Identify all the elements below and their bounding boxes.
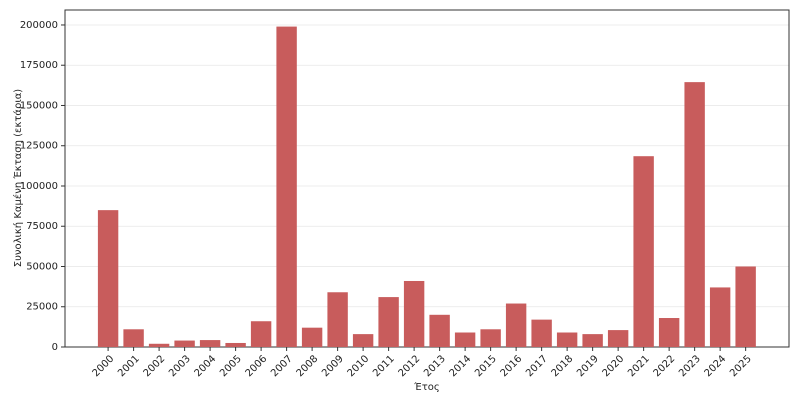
y-tick-label: 200000 — [20, 20, 58, 31]
x-tick-label: 2002 — [142, 353, 168, 379]
x-tick-label: 2022 — [652, 353, 678, 379]
bar — [607, 330, 629, 347]
bar — [199, 340, 221, 347]
x-tick-label: 2014 — [448, 353, 474, 379]
x-tick-label: 2009 — [320, 353, 346, 379]
bar — [556, 332, 578, 347]
bar — [505, 303, 527, 347]
y-tick-label: 0 — [52, 342, 58, 353]
bar — [684, 82, 705, 347]
x-axis-label: Έτος — [413, 381, 439, 393]
x-tick-label: 2001 — [116, 353, 142, 379]
x-tick-label: 2010 — [346, 353, 372, 379]
x-tick-label: 2025 — [728, 353, 754, 379]
x-tick-label: 2015 — [473, 353, 499, 379]
bar — [709, 287, 731, 347]
bar — [352, 334, 374, 347]
bar — [148, 343, 170, 347]
y-tick-label: 150000 — [20, 100, 58, 111]
bar — [735, 266, 756, 347]
y-tick-label: 125000 — [20, 141, 58, 152]
x-tick-label: 2024 — [703, 353, 729, 379]
bar — [454, 332, 476, 347]
bar — [531, 319, 552, 347]
bar — [582, 334, 603, 347]
bar — [250, 321, 272, 347]
bar — [378, 297, 399, 347]
x-tick-label: 2013 — [422, 353, 448, 379]
bar — [633, 156, 654, 347]
x-tick-label: 2011 — [371, 353, 397, 379]
bar — [174, 340, 195, 347]
bar — [403, 280, 425, 347]
x-tick-label: 2004 — [193, 353, 219, 379]
y-axis-label: Συνολική Καμένη Έκταση (εκτάρια) — [12, 89, 24, 267]
bar — [301, 327, 323, 347]
bar — [429, 314, 450, 347]
bar — [658, 318, 680, 347]
x-tick-label: 2005 — [218, 353, 244, 379]
x-tick-label: 2008 — [295, 353, 321, 379]
x-tick-label: 2020 — [601, 353, 627, 379]
x-tick-label: 2012 — [397, 353, 423, 379]
x-tick-label: 2006 — [244, 353, 270, 379]
bar — [276, 26, 297, 348]
x-tick-label: 2003 — [167, 353, 193, 379]
bar — [123, 329, 144, 347]
y-tick-label: 25000 — [26, 302, 58, 313]
y-tick-label: 75000 — [26, 221, 58, 232]
bar — [327, 292, 348, 347]
bar — [480, 329, 501, 347]
y-tick-label: 175000 — [20, 60, 58, 71]
y-tick-label: 100000 — [20, 181, 58, 192]
x-tick-label: 2000 — [91, 353, 117, 379]
bar — [97, 210, 119, 347]
x-tick-label: 2018 — [550, 353, 576, 379]
x-tick-label: 2021 — [626, 353, 652, 379]
x-tick-label: 2016 — [499, 353, 525, 379]
x-tick-label: 2023 — [677, 353, 703, 379]
x-tick-label: 2019 — [575, 353, 601, 379]
y-tick-label: 50000 — [26, 261, 58, 272]
bar — [225, 342, 246, 347]
x-tick-label: 2017 — [524, 353, 550, 379]
x-tick-label: 2007 — [269, 353, 295, 379]
plot-frame — [64, 9, 790, 348]
